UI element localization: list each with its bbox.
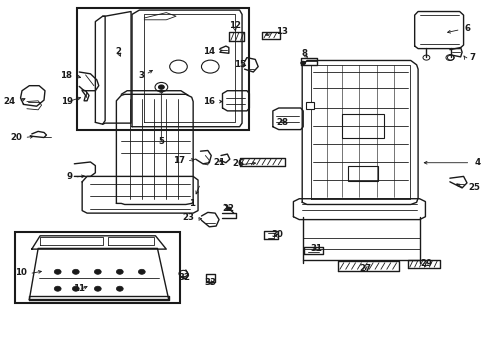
Text: 24: 24 [3,97,16,106]
Text: 33: 33 [204,278,216,287]
Text: 16: 16 [203,97,215,106]
Text: 6: 6 [464,24,469,33]
Text: 23: 23 [182,213,194,222]
Circle shape [94,286,101,291]
Text: 28: 28 [276,118,288,127]
Text: 22: 22 [223,204,234,213]
Text: 25: 25 [468,184,479,192]
Text: 7: 7 [468,53,475,62]
Bar [347,166,378,181]
Text: 2: 2 [115,46,121,55]
Bar [342,114,383,138]
Circle shape [116,269,123,274]
Circle shape [72,269,79,274]
Bar [305,102,314,109]
Text: 18: 18 [60,71,72,80]
Circle shape [300,61,305,65]
Text: 29: 29 [420,259,431,268]
Text: 20: 20 [10,133,22,142]
Bar [15,232,180,303]
Text: 12: 12 [228,21,240,30]
Text: 32: 32 [179,274,190,282]
Text: 4: 4 [473,158,480,167]
Text: 1: 1 [188,199,194,208]
Circle shape [138,269,145,274]
Text: 19: 19 [61,97,73,106]
Text: 10: 10 [15,269,27,277]
Circle shape [116,286,123,291]
Text: 17: 17 [172,156,184,165]
Text: 26: 26 [232,159,244,168]
Text: 21: 21 [213,158,224,167]
Circle shape [54,269,61,274]
Text: 11: 11 [73,284,85,293]
Circle shape [72,286,79,291]
Text: 5: 5 [158,136,164,145]
Text: 9: 9 [66,172,72,181]
Text: 27: 27 [359,264,371,273]
Bar [77,8,249,130]
Text: 30: 30 [271,230,283,239]
Text: 31: 31 [310,244,322,253]
Circle shape [226,207,231,211]
Circle shape [54,286,61,291]
Text: 15: 15 [233,60,245,69]
Text: 14: 14 [203,46,215,55]
Text: 13: 13 [276,27,288,36]
Circle shape [158,85,164,89]
Text: 8: 8 [301,49,306,58]
Circle shape [94,269,101,274]
Text: 3: 3 [138,71,144,80]
